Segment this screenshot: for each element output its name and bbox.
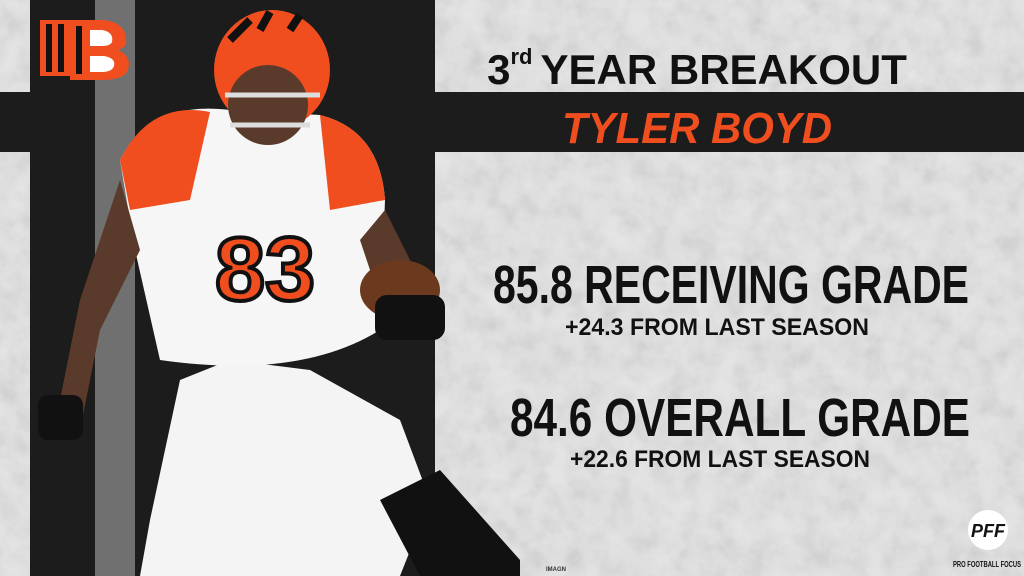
- team-logo: [40, 20, 129, 80]
- headline-text: YEAR BREAKOUT: [541, 46, 908, 93]
- stat-change: +24.3 FROM LAST SEASON: [565, 314, 869, 341]
- pff-logo: PFF: [971, 521, 1006, 541]
- headline-ordinal: rd: [511, 44, 533, 69]
- jersey-number: 83: [215, 220, 315, 320]
- player-name: TYLER BOYD: [562, 104, 832, 153]
- stat-grade: 84.6 OVERALL GRADE: [510, 388, 970, 448]
- pff-name: PRO FOOTBALL FOCUS: [953, 560, 1021, 569]
- stat-change: +22.6 FROM LAST SEASON: [570, 446, 870, 473]
- stat-grade: 85.8 RECEIVING GRADE: [493, 255, 969, 315]
- pff-badge: [968, 510, 1008, 550]
- player-illustration: 83: [38, 10, 520, 576]
- headline: 3rd YEAR BREAKOUT: [487, 44, 907, 93]
- headline-number: 3: [487, 46, 510, 93]
- photo-credit: IMAGN: [546, 567, 566, 573]
